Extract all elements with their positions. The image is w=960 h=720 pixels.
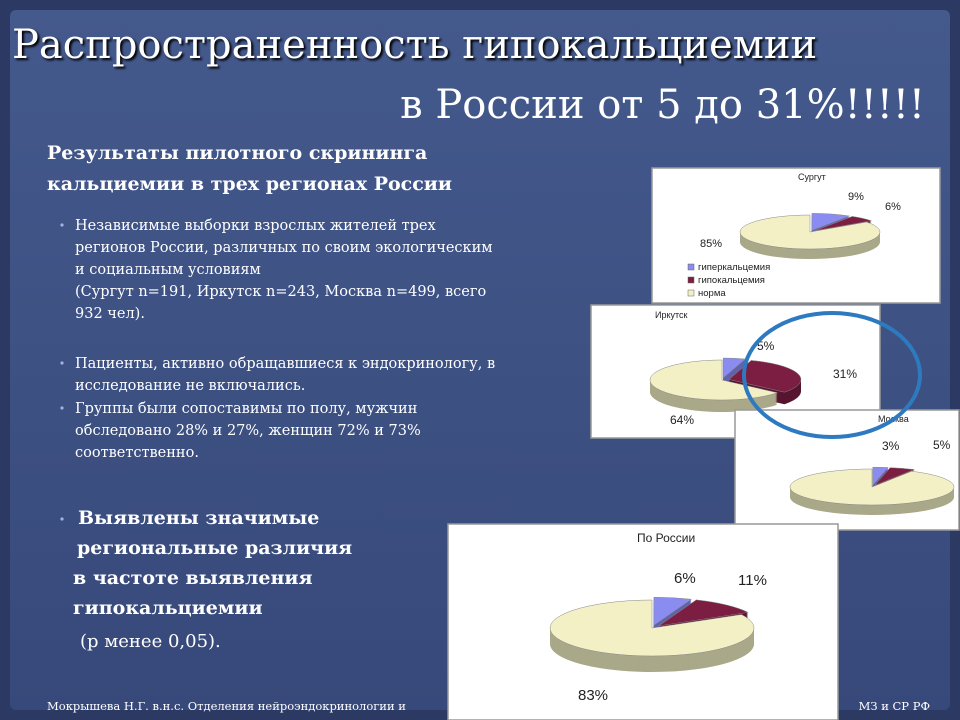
subtitle: Результаты пилотного скрининга [47,142,427,164]
chart-title: По России [637,531,695,545]
bullet-text: (Сургут n=191, Иркутск n=243, Москва n=4… [75,284,486,300]
subtitle: кальциемии в трех регионах России [47,173,452,195]
bullet-text: исследование не включались. [75,378,305,394]
chart-title: Иркутск [655,310,688,320]
bullet [60,223,64,227]
note: (р менее 0,05). [80,631,221,652]
pie-slice [739,214,881,250]
data-label: 5% [933,438,951,452]
bullet-text: соответственно. [75,445,199,461]
pie-slice [789,468,955,506]
pie-slice [811,213,851,231]
legend-swatch [687,289,695,297]
pie-slice [728,360,802,393]
pie-slice [658,599,749,627]
pie-chart: Иркутск 5% 31% 64% [590,304,881,439]
legend-swatch [687,263,695,271]
bullet-text: обследовано 28% и 27%, женщин 72% и 73% [75,423,421,439]
data-label: 6% [674,570,696,587]
data-label: 64% [670,413,694,427]
legend-label: гипокальцемия [698,275,765,286]
bullet [60,361,64,365]
bullet-text: в частоте выявления [73,567,313,589]
highlight-circle [742,311,922,439]
bullet-text: региональные различия [77,537,352,559]
pie-chart: По России 6% 11% 83% [447,523,839,720]
bullet-text: гипокальциемии [73,597,263,619]
pie-slice [872,466,889,486]
slide-title: Распространенность гипокальциемии [12,22,817,68]
bullet [60,406,64,410]
pie-slice [653,596,693,626]
slide-title: в России от 5 до 31%!!!!! [400,82,925,128]
pie-slice [874,467,915,486]
data-label: 5% [757,339,775,353]
data-label: 11% [738,572,767,589]
legend-label: норма [698,288,726,299]
footer: МЗ и СР РФ [859,699,930,713]
data-label: 6% [885,201,901,213]
chart-title: Сургут [798,172,826,182]
pie-slice [814,216,872,232]
pie-chart: Сургут 9% 6% 85% гиперкальцемия гипокальцемия… [651,167,941,304]
data-label: 31% [833,367,857,381]
bullet-text: Группы были сопоставимы по полу, мужчин [75,401,417,417]
bullet-text: 932 чел). [75,306,145,322]
legend-label: гиперкальцемия [698,262,770,273]
bullet [60,517,64,521]
bullet-text: Независимые выборки взрослых жителей тре… [75,218,436,234]
data-label: 3% [882,439,900,453]
bullet-text: и социальным условиям [75,262,261,278]
data-label: 9% [848,191,864,203]
bullet-text: Пациенты, активно обращавшиеся к эндокри… [75,356,495,372]
data-label: 85% [700,238,722,250]
data-label: 83% [578,687,608,704]
bullet-text: регионов России, различных по своим экол… [75,240,493,256]
bullet-text: Выявлены значимые [78,507,319,529]
footer: Мокрышева Н.Г. в.н.с. Отделения нейроэнд… [47,699,406,713]
legend-swatch [687,276,695,284]
pie-slice [549,599,755,657]
